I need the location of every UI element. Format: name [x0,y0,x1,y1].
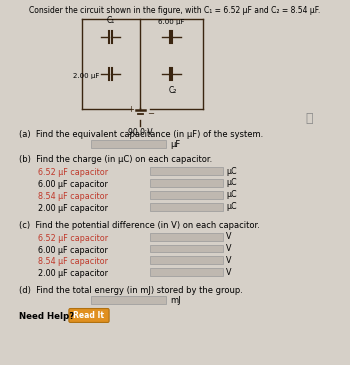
Text: 8.54 μF capacitor: 8.54 μF capacitor [37,192,107,201]
Text: V: V [226,244,232,253]
Text: 2.00 μF capacitor: 2.00 μF capacitor [37,269,107,278]
Text: 90.0 V: 90.0 V [128,128,153,137]
Bar [150,191,223,199]
Text: mJ: mJ [170,296,181,305]
Text: V: V [226,256,232,265]
Text: μC: μC [226,202,237,211]
Text: (c)  Find the potential difference (in V) on each capacitor.: (c) Find the potential difference (in V)… [19,221,260,230]
Text: 2.00 μF capacitor: 2.00 μF capacitor [37,204,107,213]
Text: Read It: Read It [74,311,105,320]
Text: μC: μC [226,166,237,176]
Text: V: V [226,232,232,241]
Text: μC: μC [226,191,237,199]
Text: 6.00 μF capacitor: 6.00 μF capacitor [37,246,107,254]
Text: (b)  Find the charge (in μC) on each capacitor.: (b) Find the charge (in μC) on each capa… [19,155,212,164]
Text: (d)  Find the total energy (in mJ) stored by the group.: (d) Find the total energy (in mJ) stored… [19,286,243,295]
Bar [150,268,223,276]
Text: 6.52 μF capacitor: 6.52 μF capacitor [37,234,108,243]
Text: 6.52 μF capacitor: 6.52 μF capacitor [37,168,108,177]
Bar [150,203,223,211]
Text: μF: μF [170,140,181,149]
Text: 6.00 μF: 6.00 μF [158,19,184,25]
Text: +: + [127,105,134,114]
Text: ⓘ: ⓘ [305,112,313,125]
Text: Consider the circuit shown in the figure, with C₁ = 6.52 μF and C₂ = 8.54 μF.: Consider the circuit shown in the figure… [29,6,321,15]
FancyBboxPatch shape [69,308,109,322]
Text: C₁: C₁ [106,16,114,25]
Text: Need Help?: Need Help? [19,312,74,321]
Bar [150,245,223,253]
Bar [150,233,223,241]
Text: 8.54 μF capacitor: 8.54 μF capacitor [37,257,107,266]
Text: 6.00 μF capacitor: 6.00 μF capacitor [37,180,107,189]
Text: (a)  Find the equivalent capacitance (in μF) of the system.: (a) Find the equivalent capacitance (in … [19,130,263,139]
Text: C₂: C₂ [169,86,177,95]
Text: μC: μC [226,178,237,188]
Bar [91,140,166,148]
Bar [91,296,166,304]
Bar [150,257,223,264]
Text: 2.00 μF: 2.00 μF [73,73,99,79]
Bar [150,167,223,175]
Bar [150,179,223,187]
Text: V: V [226,268,232,277]
Text: −: − [147,109,154,118]
